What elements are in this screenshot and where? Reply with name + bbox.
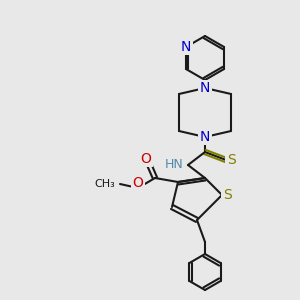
Text: O: O — [133, 176, 143, 190]
Text: N: N — [181, 40, 191, 54]
Text: N: N — [200, 81, 210, 95]
Text: S: S — [226, 153, 236, 167]
Text: CH₃: CH₃ — [94, 179, 115, 189]
Text: HN: HN — [165, 158, 184, 172]
Text: O: O — [141, 152, 152, 166]
Text: N: N — [200, 130, 210, 144]
Text: S: S — [223, 188, 231, 202]
